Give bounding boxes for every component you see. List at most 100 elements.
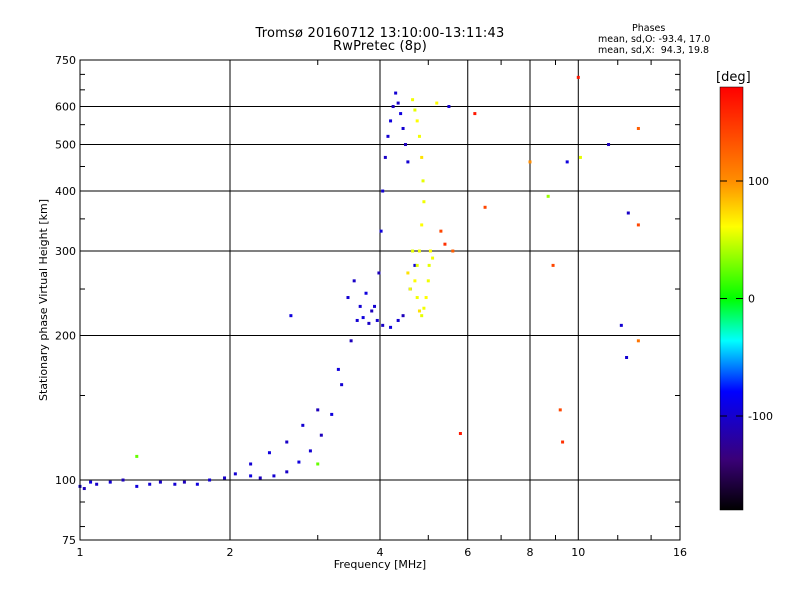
scatter-point-o: [361, 316, 365, 320]
scatter-point-o: [95, 482, 99, 486]
scatter-point-o: [396, 318, 400, 322]
colorbar-label: [deg]: [716, 70, 751, 85]
scatter-point-x: [408, 287, 412, 291]
axes: 1 2 4 6 8 10 16 75 100 200 300 400 500 600 750 Frequenc…: [37, 54, 687, 571]
scatter-point-x: [636, 126, 640, 130]
chart-subtitle: RwPretec (8p): [333, 39, 427, 54]
scatter-point-o: [195, 482, 199, 486]
y-tick-label: 750: [55, 54, 76, 67]
y-tick-label: 300: [55, 245, 76, 258]
scatter-point-o: [406, 160, 410, 164]
scatter-point-o: [383, 155, 387, 159]
scatter-point-x: [451, 249, 455, 253]
scatter-point-x: [483, 205, 487, 209]
y-tick-label: 100: [55, 474, 76, 487]
scatter-point-o: [89, 480, 93, 484]
colorbar-tick-label: -100: [748, 410, 773, 423]
scatter-point-o: [285, 470, 289, 474]
scatter-point-o: [233, 472, 237, 476]
scatter-point-x: [411, 249, 415, 253]
scatter-points: [78, 75, 640, 491]
scatter-point-x: [417, 249, 421, 253]
y-tick-label: 500: [55, 139, 76, 152]
x-tick-label: 6: [464, 546, 471, 559]
scatter-point-o: [148, 482, 152, 486]
scatter-point-x: [424, 296, 428, 300]
scatter-point-o: [370, 309, 374, 313]
scatter-point-x: [417, 134, 421, 138]
scatter-point-o: [258, 476, 262, 480]
scatter-point-o: [135, 484, 139, 488]
scatter-point-x: [528, 160, 532, 164]
y-tick-label: 400: [55, 185, 76, 198]
y-tick-label: 600: [55, 101, 76, 114]
scatter-point-o: [386, 134, 390, 138]
x-tick-label: 16: [673, 546, 687, 559]
scatter-point-o: [399, 112, 403, 116]
scatter-point-o: [249, 462, 253, 466]
scatter-point-o: [389, 325, 393, 329]
scatter-point-o: [447, 105, 451, 109]
scatter-point-x: [546, 194, 550, 198]
scatter-point-x: [576, 75, 580, 79]
colorbar-tick-label: 100: [748, 175, 769, 188]
scatter-point-o: [285, 440, 289, 444]
scatter-point-o: [355, 318, 359, 322]
scatter-point-x: [558, 408, 562, 412]
scatter-point-o: [381, 189, 385, 193]
y-tick-label: 200: [55, 330, 76, 343]
scatter-point-o: [272, 474, 276, 478]
scatter-point-o: [346, 296, 350, 300]
scatter-point-x: [422, 200, 426, 204]
scatter-point-o: [358, 304, 362, 308]
scatter-point-x: [428, 249, 432, 253]
scatter-point-o: [349, 339, 353, 343]
scatter-point-o: [375, 318, 379, 322]
scatter-point-o: [379, 229, 383, 233]
scatter-point-x: [561, 440, 565, 444]
scatter-point-x: [406, 271, 410, 275]
scatter-point-o: [401, 126, 405, 130]
scatter-point-x: [426, 279, 430, 283]
scatter-point-x: [415, 296, 419, 300]
phases-heading: Phases: [632, 23, 666, 34]
scatter-point-x: [413, 279, 417, 283]
scatter-point-o: [619, 323, 623, 327]
scatter-point-x: [420, 314, 424, 318]
scatter-point-o: [565, 160, 569, 164]
grid-lines: [80, 60, 680, 540]
scatter-point-o: [367, 321, 371, 325]
scatter-point-x: [578, 155, 582, 159]
scatter-point-x: [415, 119, 419, 123]
scatter-point-x: [316, 462, 320, 466]
scatter-point-o: [396, 101, 400, 105]
stats-o-mode: mean, sd,O: -93.4, 17.0: [598, 34, 711, 45]
scatter-point-o: [336, 367, 340, 371]
scatter-point-o: [389, 119, 393, 123]
scatter-point-o: [297, 460, 301, 464]
x-axis-label: Frequency [MHz]: [334, 558, 426, 571]
scatter-point-x: [427, 263, 431, 267]
scatter-point-x: [421, 179, 425, 183]
x-tick-label: 10: [571, 546, 585, 559]
scatter-point-x: [458, 432, 462, 436]
scatter-point-o: [301, 423, 305, 427]
scatter-point-x: [420, 155, 424, 159]
plot-frame: [79, 59, 681, 541]
scatter-point-o: [267, 451, 271, 455]
x-tick-label: 8: [527, 546, 534, 559]
scatter-point-o: [319, 433, 323, 437]
scatter-point-x: [411, 98, 415, 102]
scatter-point-o: [173, 482, 177, 486]
scatter-point-x: [473, 112, 477, 116]
scatter-point-x: [435, 101, 439, 105]
scatter-point-o: [108, 480, 112, 484]
stats-x-mode: mean, sd,X: 94.3, 19.8: [598, 45, 710, 56]
scatter-point-o: [121, 478, 125, 482]
scatter-point-o: [403, 143, 407, 147]
scatter-point-x: [636, 339, 640, 343]
scatter-point-o: [340, 383, 344, 387]
scatter-point-x: [135, 454, 139, 458]
scatter-point-o: [158, 480, 162, 484]
scatter-point-o: [316, 408, 320, 412]
